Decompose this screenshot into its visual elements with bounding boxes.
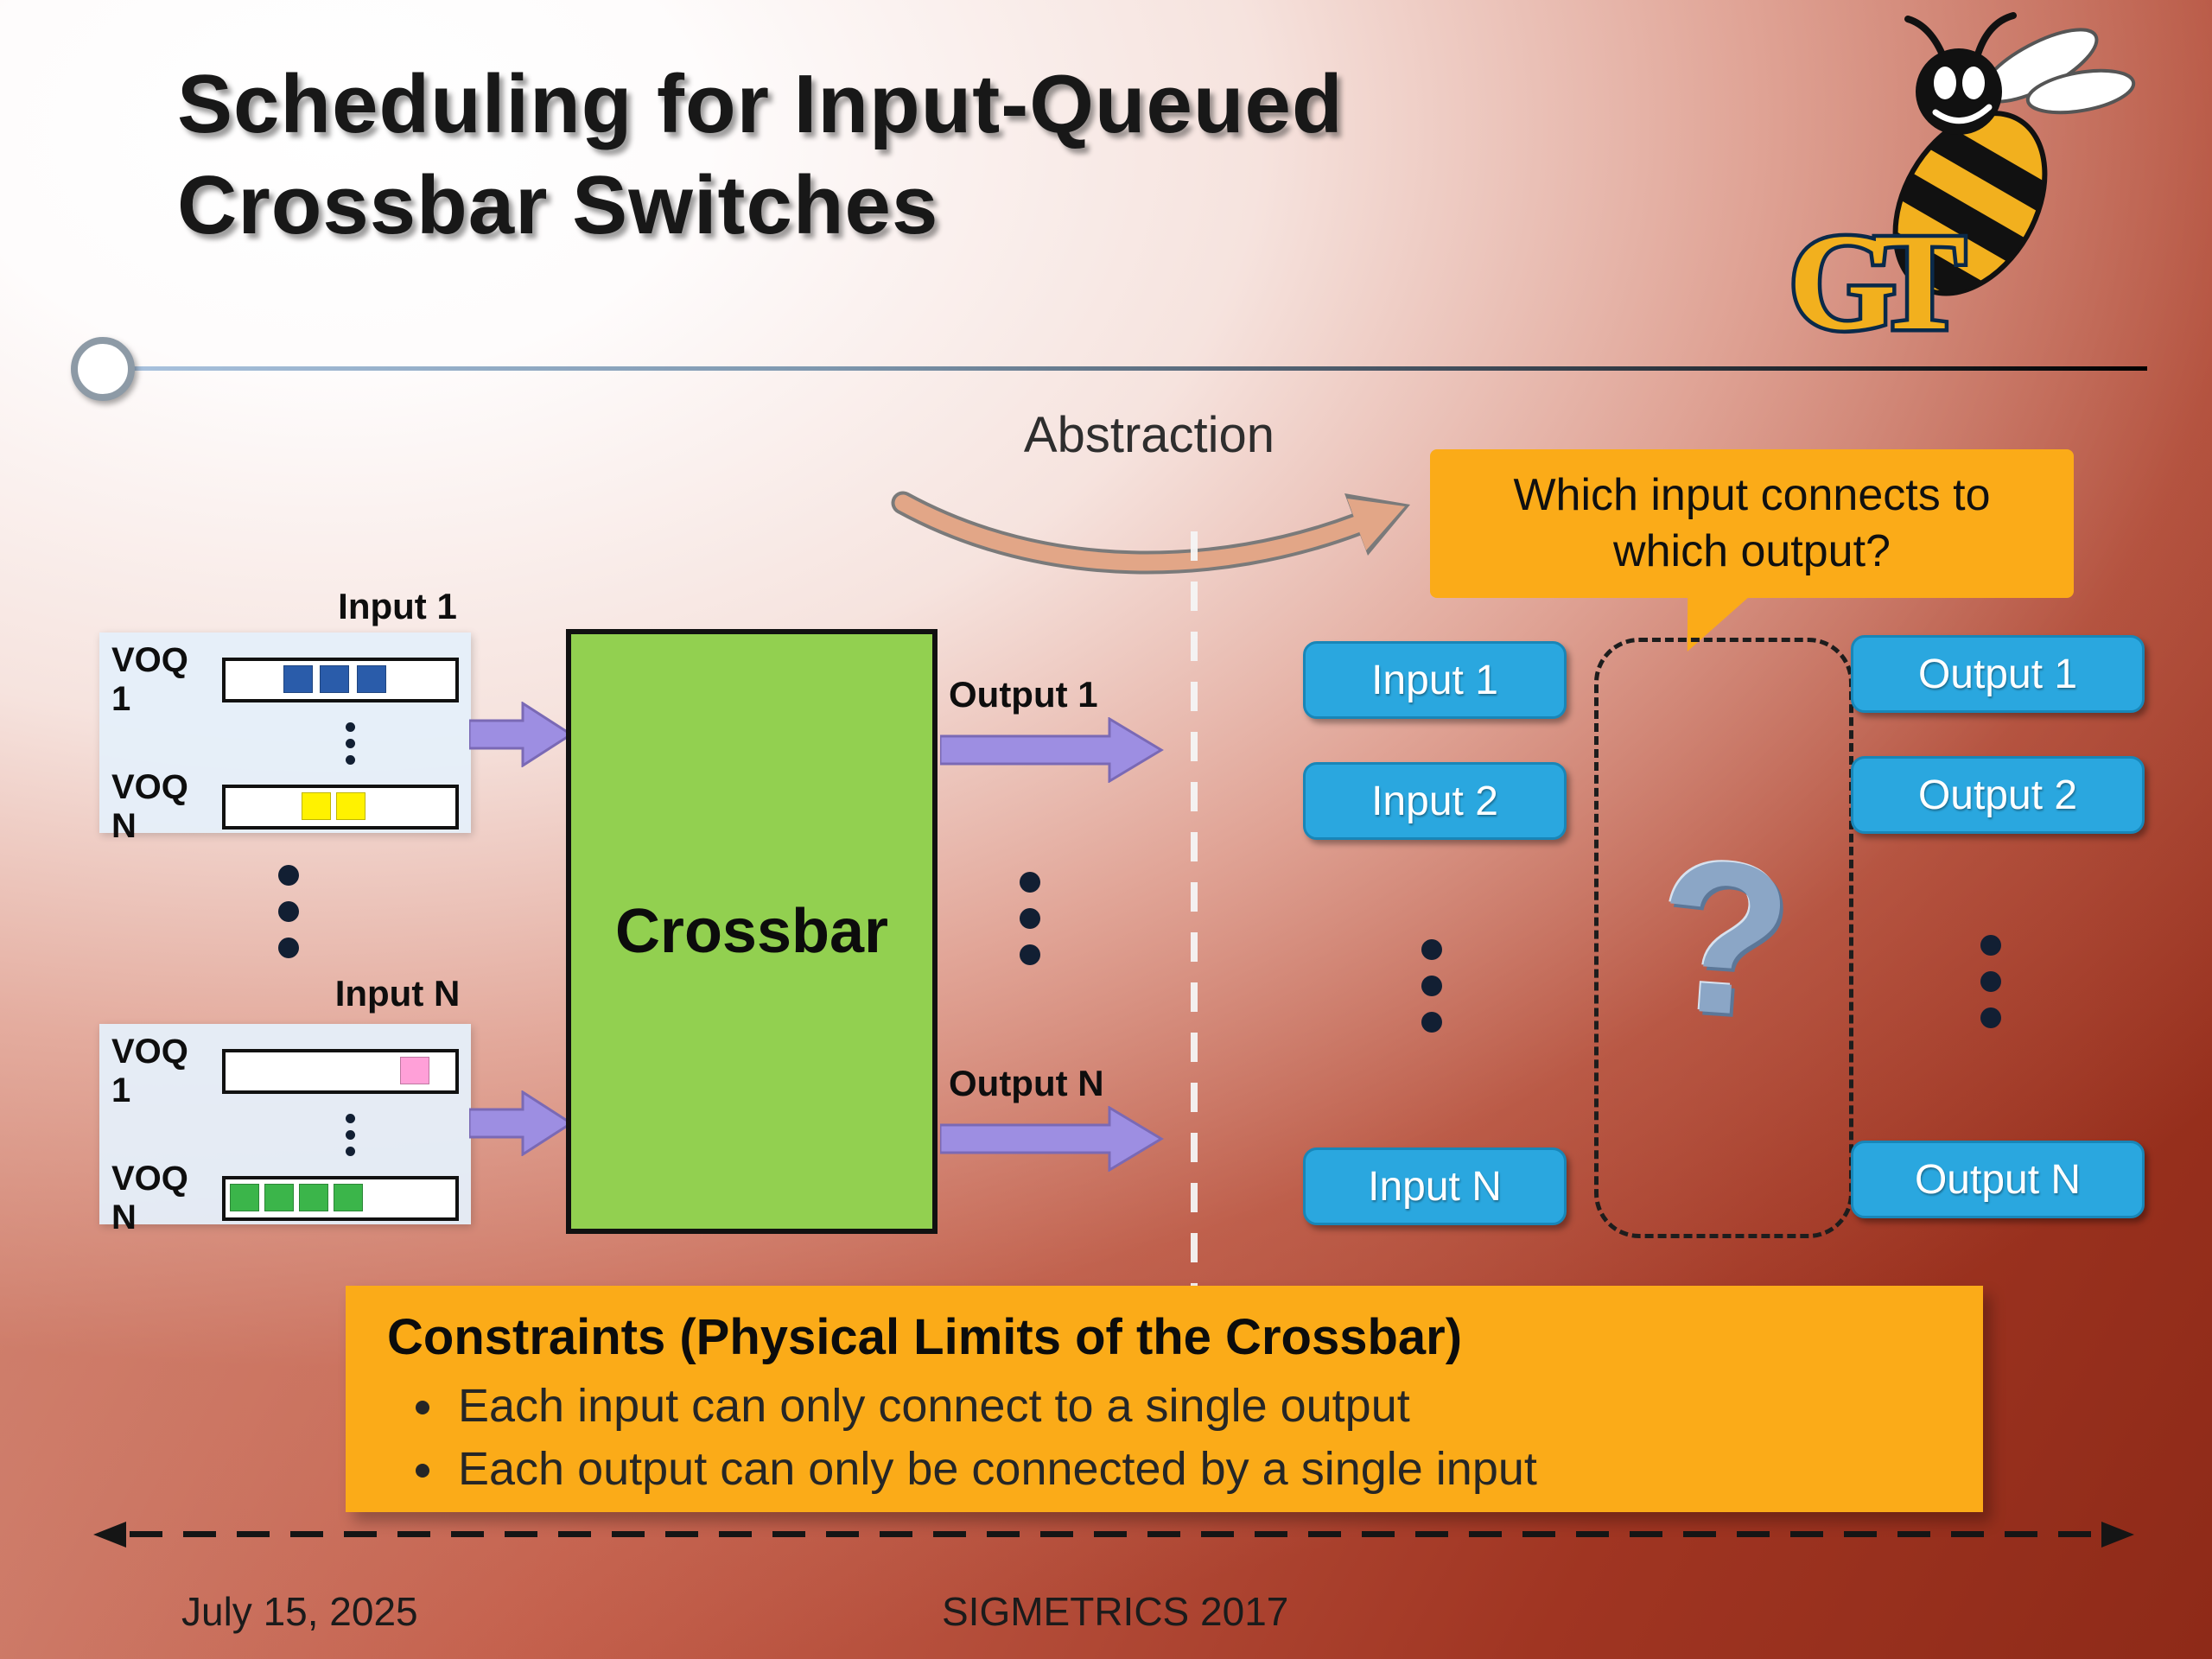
title-divider-circle xyxy=(71,337,135,401)
voq-row: VOQ 1 xyxy=(111,1033,459,1110)
question-bubble-text: Which input connects to which output? xyxy=(1513,470,1991,576)
title-line-2: Crossbar Switches xyxy=(177,159,939,252)
constraint-item: Each output can only be connected by a s… xyxy=(449,1438,1942,1501)
abstraction-label: Abstraction xyxy=(1023,407,1275,463)
timeline-arrow-left xyxy=(93,1522,126,1548)
abstraction-arrow xyxy=(891,491,1410,575)
constraint-item: Each input can only connect to a single … xyxy=(449,1375,1942,1438)
outputN-label: Output N xyxy=(949,1063,1104,1103)
voq-row-label: VOQ 1 xyxy=(111,1033,188,1109)
gt-buzz-logo: GT xyxy=(1785,12,2136,353)
constraints-box: Constraints (Physical Limits of the Cros… xyxy=(346,1286,1983,1512)
matching-region: ? xyxy=(1594,638,1853,1238)
voq-row-label: VOQ N xyxy=(111,1160,188,1236)
input1-label: Input 1 xyxy=(338,586,457,626)
voq-row: VOQ 1 xyxy=(111,641,459,719)
ellipsis-dots xyxy=(1421,931,1442,1040)
input1-arrow xyxy=(469,702,573,767)
dashed-separator xyxy=(1191,531,1198,1299)
right-input-N: Input N xyxy=(1303,1147,1567,1225)
constraints-list: Each input can only connect to a single … xyxy=(387,1375,1942,1501)
inputN-arrow xyxy=(469,1090,573,1156)
inputN-label: Input N xyxy=(334,973,461,1014)
ellipsis-dots xyxy=(278,857,299,966)
right-input-1: Input 1 xyxy=(1303,641,1567,719)
voq-row: VOQ N xyxy=(111,1160,459,1237)
ellipsis-dots xyxy=(1020,864,1040,973)
crossbar-box: Crossbar xyxy=(566,629,938,1234)
constraints-heading: Constraints (Physical Limits of the Cros… xyxy=(387,1309,1463,1365)
output1-arrow xyxy=(940,717,1164,783)
ellipsis-dots xyxy=(241,1110,459,1160)
right-output-N: Output N xyxy=(1851,1141,2145,1218)
right-input-2: Input 2 xyxy=(1303,762,1567,840)
question-bubble: Which input connects to which output? xyxy=(1430,449,2074,652)
output1-label: Output 1 xyxy=(949,674,1098,715)
gt-letters: GT xyxy=(1789,205,1964,353)
voq-row: VOQ N xyxy=(111,768,459,846)
question-mark: ? xyxy=(1649,813,1798,1063)
timeline-dashed-line xyxy=(130,1531,2108,1537)
outputN-arrow xyxy=(940,1106,1164,1172)
inputN-voq-block: VOQ 1 VOQ N xyxy=(99,1024,471,1236)
footer-conference: SIGMETRICS 2017 xyxy=(942,1589,1289,1634)
voq-queue xyxy=(222,785,459,830)
voq-row-label: VOQ 1 xyxy=(111,641,188,718)
footer-date: July 15, 2025 xyxy=(181,1589,418,1634)
voq-queue xyxy=(222,1049,459,1094)
ellipsis-dots xyxy=(1980,927,2001,1036)
slide-title: Scheduling for Input-Queued Crossbar Swi… xyxy=(177,54,1344,256)
right-output-1: Output 1 xyxy=(1851,635,2145,713)
voq-queue xyxy=(222,1176,459,1221)
title-line-1: Scheduling for Input-Queued xyxy=(177,58,1344,150)
voq-queue xyxy=(222,658,459,702)
timeline-arrow-right xyxy=(2101,1522,2134,1548)
voq-row-label: VOQ N xyxy=(111,768,188,845)
crossbar-label: Crossbar xyxy=(614,897,889,966)
title-divider-line xyxy=(112,366,2147,371)
ellipsis-dots xyxy=(241,719,459,768)
input1-voq-block: VOQ 1 VOQ N xyxy=(99,632,471,845)
right-output-2: Output 2 xyxy=(1851,756,2145,834)
